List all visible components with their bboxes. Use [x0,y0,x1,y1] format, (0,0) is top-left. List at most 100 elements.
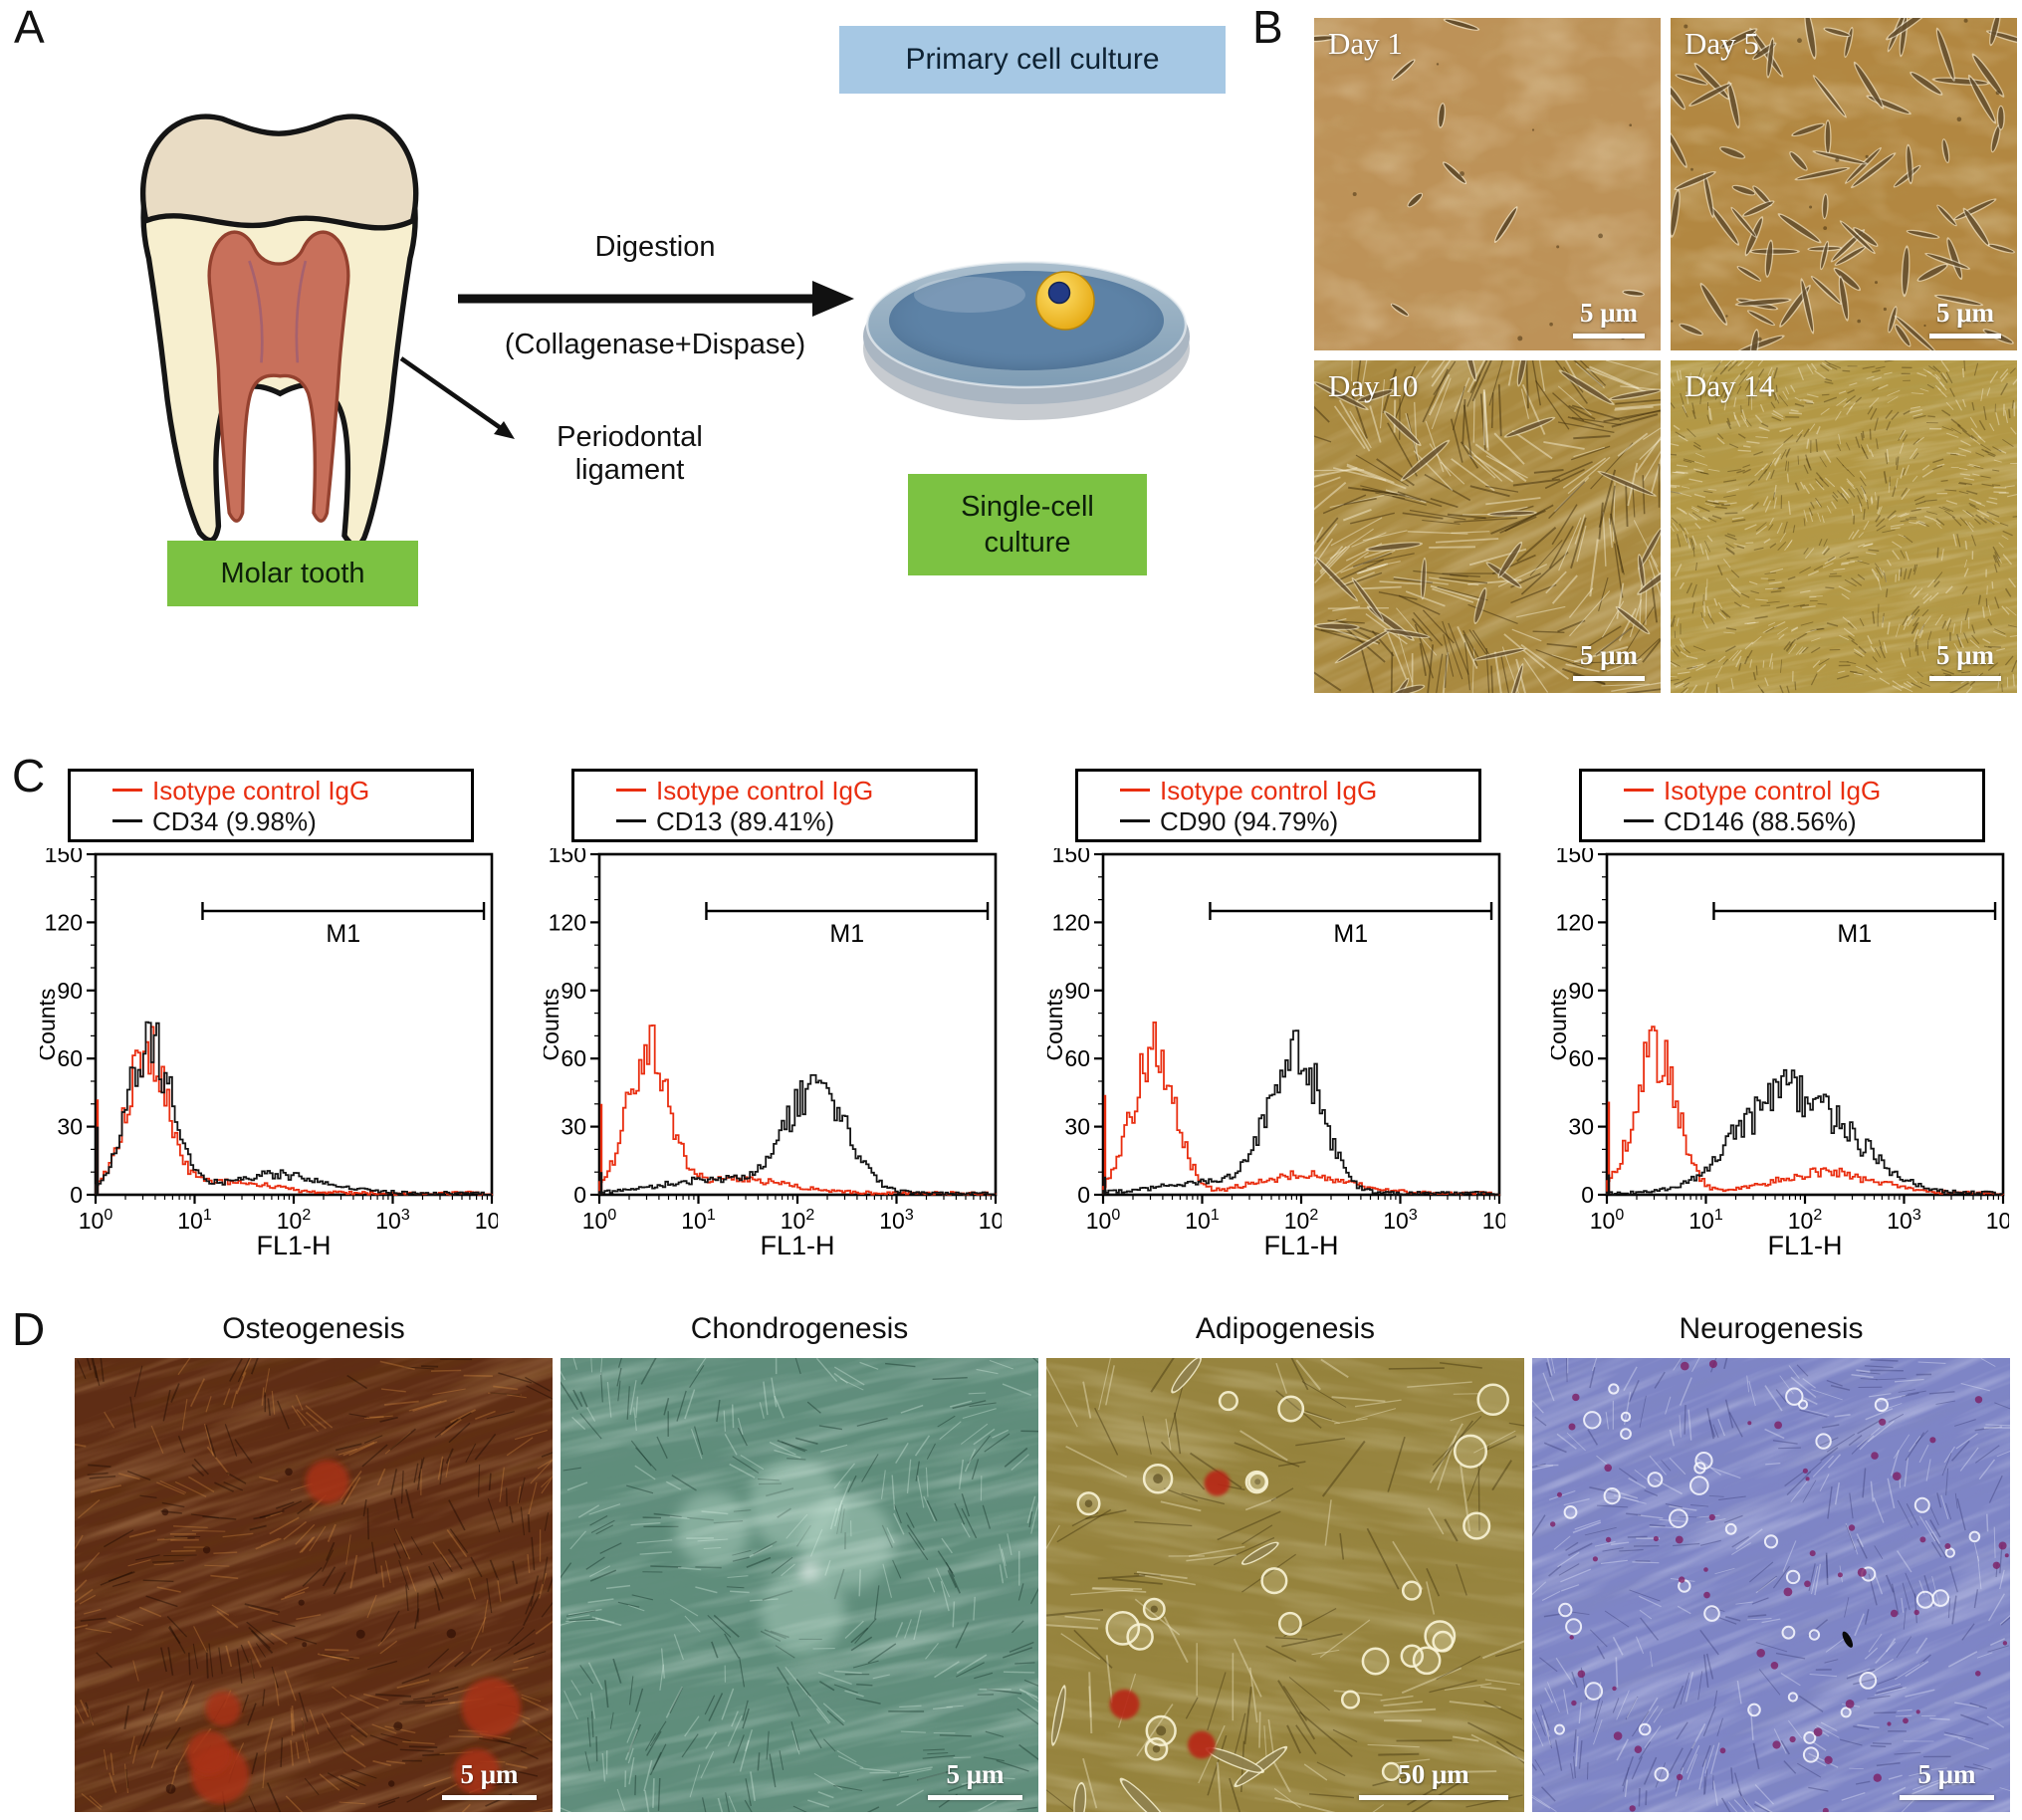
scale-text: 5 μm [1579,640,1639,670]
svg-text:0: 0 [1077,1182,1090,1208]
legend-line-black [112,819,142,822]
legend-label: Isotype control IgG [1664,775,1882,805]
svg-text:150: 150 [45,848,83,867]
neurogenesis-title: Neurogenesis [1679,1312,1864,1345]
scale-bar-line [1359,1795,1508,1800]
svg-text:30: 30 [561,1114,586,1140]
scale-text: 5 μm [946,1759,1005,1789]
micrograph-day-1: Day 1 5 μm [1314,18,1661,350]
micrograph-image [1046,1358,1524,1812]
legend-box: Isotype control IgG CD90 (94.79%) [1075,769,1481,842]
svg-text:M1: M1 [1837,920,1872,948]
scale-text: 5 μm [1917,1759,1976,1789]
molar-tooth-box: Molar tooth [167,541,418,606]
legend-line-red [1120,789,1150,792]
micrograph-image [1314,18,1661,350]
tooth-drawing [139,114,419,549]
svg-text:0: 0 [573,1182,586,1208]
micrograph-image [561,1358,1038,1812]
svg-text:100: 100 [582,1207,617,1234]
svg-text:100: 100 [79,1207,113,1234]
svg-text:120: 120 [45,909,83,935]
svg-text:101: 101 [177,1207,212,1234]
svg-text:Counts: Counts [544,989,563,1061]
svg-text:90: 90 [561,978,586,1004]
legend-box: Isotype control IgG CD146 (88.56%) [1579,769,1985,842]
scale-text: 50 μm [1398,1759,1469,1789]
periodontal-pointer-arrow [393,350,528,460]
single-cell-culture-line2: culture [984,527,1071,559]
scale-bar-line [1929,334,2001,339]
svg-text:102: 102 [1788,1207,1823,1234]
micrograph-neurogenesis: 5 μm [1532,1358,2010,1812]
scale-bar-line [1573,334,1645,339]
micrograph-image-holder [75,1358,553,1812]
primary-cell-culture-label: Primary cell culture [905,43,1160,77]
micrograph-image-holder [1046,1358,1524,1812]
legend-line-black [1624,819,1654,822]
micrograph-image-holder [561,1358,1038,1812]
svg-text:Counts: Counts [1551,989,1571,1061]
scale-bar: 5 μm [928,1759,1022,1800]
legend-entry-marker: CD146 (88.56%) [1624,808,1982,834]
legend-line-red [112,789,142,792]
scale-text: 5 μm [460,1759,519,1789]
legend-line-black [1120,819,1150,822]
svg-text:104: 104 [1482,1207,1505,1234]
svg-text:104: 104 [1986,1207,2009,1234]
svg-text:150: 150 [1052,848,1090,867]
legend-entry-isotype: Isotype control IgG [616,778,975,803]
svg-text:120: 120 [1556,909,1594,935]
micrograph-day-14: Day 14 5 μm [1671,360,2017,693]
legend-line-red [1624,789,1654,792]
svg-text:FL1-H: FL1-H [256,1231,331,1258]
legend-entry-marker: CD13 (89.41%) [616,808,975,834]
chondrogenesis-title: Chondrogenesis [690,1312,909,1345]
day-14-label: Day 14 [1685,368,1775,403]
svg-text:60: 60 [561,1045,586,1071]
scale-bar: 5 μm [1929,298,2001,339]
svg-text:60: 60 [57,1045,83,1071]
svg-text:101: 101 [1688,1207,1723,1234]
legend-label: CD13 (89.41%) [656,805,835,836]
scale-bar-line [1900,1795,1994,1800]
panel-b-label: B [1252,1,1283,53]
scale-bar-line [928,1795,1022,1800]
micrograph-image [1532,1358,2010,1812]
scale-bar-line [442,1795,537,1800]
legend-label: CD34 (9.98%) [152,805,317,836]
legend-entry-marker: CD34 (9.98%) [112,808,471,834]
svg-text:30: 30 [1064,1114,1090,1140]
flow-histogram-cd146-plot: 0 30 60 90 120 150 100 101 102 103 104 FL1-H Counts M… [1545,841,2020,1260]
micrograph-osteogenesis: 5 μm [75,1358,553,1812]
scale-bar: 5 μm [442,1759,537,1800]
legend-line-red [616,789,646,792]
collagenase-dispase-label: (Collagenase+Dispase) [504,329,806,360]
legend-label: CD146 (88.56%) [1664,805,1857,836]
petri-dish-drawing [863,260,1190,420]
svg-text:30: 30 [57,1114,83,1140]
legend-entry-isotype: Isotype control IgG [1120,778,1478,803]
micrograph-day-10: Day 10 5 μm [1314,360,1661,693]
osteogenesis-title: Osteogenesis [222,1312,405,1345]
micrograph-image-holder [1671,18,2017,350]
scale-bar: 5 μm [1900,1759,1994,1800]
svg-text:102: 102 [1284,1207,1319,1234]
molar-tooth-label: Molar tooth [220,557,365,589]
periodontal-ligament-label: Periodontal ligament [523,421,737,487]
periodontal-ligament-line2: ligament [574,454,685,486]
day-1-label: Day 1 [1328,26,1403,61]
scale-text: 5 μm [1935,640,1995,670]
single-cell-culture-box: Single-cell culture [908,474,1147,575]
micrograph-chondrogenesis: 5 μm [561,1358,1038,1812]
svg-text:0: 0 [1581,1182,1594,1208]
svg-text:90: 90 [1064,978,1090,1004]
micrograph-image-holder [1314,18,1661,350]
svg-text:M1: M1 [326,920,360,948]
flow-histogram-cd13: Isotype control IgG CD13 (89.41%) 0 30 60 9… [538,769,1012,1266]
svg-text:101: 101 [1185,1207,1220,1234]
svg-text:103: 103 [1887,1207,1921,1234]
flow-histogram-cd34-plot: 0 30 60 90 120 150 100 101 102 103 104 FL1-H Counts M… [34,841,509,1260]
panel-c-label: C [12,750,46,801]
